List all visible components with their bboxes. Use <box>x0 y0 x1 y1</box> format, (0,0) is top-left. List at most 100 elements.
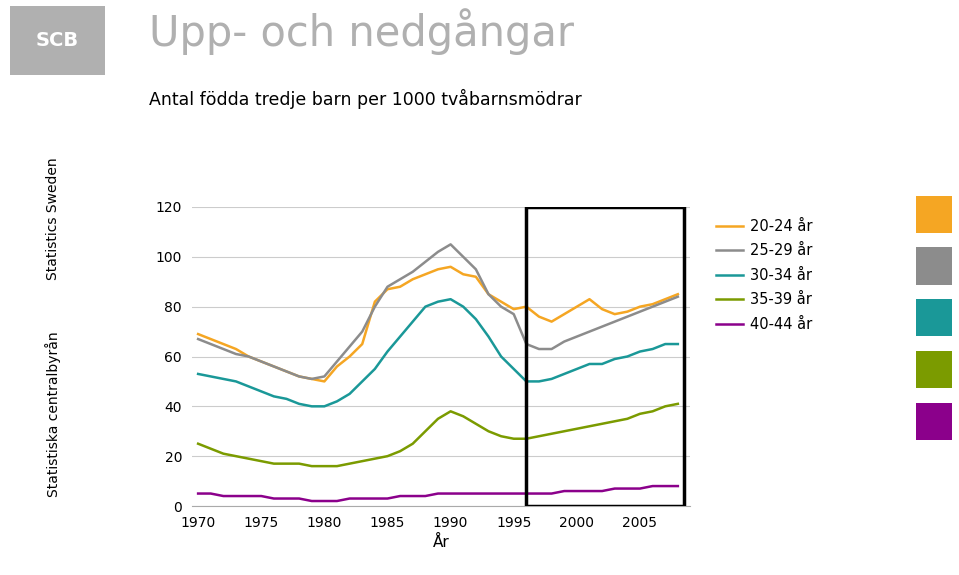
25-29 år <box>660 298 671 305</box>
40-44 år <box>647 482 659 489</box>
40-44 år <box>558 488 570 494</box>
35-39 år <box>634 411 645 417</box>
35-39 år <box>420 428 432 435</box>
30-34 år <box>521 378 532 385</box>
35-39 år <box>407 440 418 447</box>
35-39 år <box>546 430 557 437</box>
35-39 år <box>609 418 620 425</box>
40-44 år <box>255 493 267 500</box>
20-24 år <box>407 276 418 283</box>
25-29 år <box>558 338 570 345</box>
30-34 år <box>609 355 620 362</box>
20-24 år <box>193 331 204 338</box>
30-34 år <box>558 370 570 377</box>
20-24 år <box>609 310 620 317</box>
20-24 år <box>218 340 229 347</box>
25-29 år <box>331 358 342 365</box>
35-39 år <box>647 408 659 415</box>
25-29 år <box>634 308 645 315</box>
35-39 år <box>318 463 330 470</box>
25-29 år <box>457 254 469 260</box>
25-29 år <box>572 333 583 340</box>
40-44 år <box>572 488 583 494</box>
40-44 år <box>420 493 432 500</box>
25-29 år <box>584 328 596 335</box>
40-44 år <box>521 490 532 497</box>
20-24 år <box>255 358 267 365</box>
35-39 år <box>293 460 305 467</box>
30-34 år <box>470 316 481 323</box>
20-24 år <box>205 336 217 343</box>
30-34 år <box>482 333 494 340</box>
Line: 30-34 år: 30-34 år <box>199 299 678 407</box>
25-29 år <box>306 375 317 382</box>
35-39 år <box>382 453 393 459</box>
20-24 år <box>457 271 469 278</box>
25-29 år <box>445 241 456 248</box>
20-24 år <box>420 271 432 278</box>
40-44 år <box>369 495 381 502</box>
20-24 år <box>269 363 280 370</box>
40-44 år <box>596 488 608 494</box>
35-39 år <box>521 435 532 442</box>
35-39 år <box>660 403 671 410</box>
40-44 år <box>609 485 620 492</box>
35-39 år <box>496 433 507 440</box>
25-29 år <box>533 346 545 352</box>
35-39 år <box>205 445 217 452</box>
40-44 år <box>230 493 242 500</box>
40-44 år <box>281 495 292 502</box>
Bar <box>526 207 684 506</box>
30-34 år <box>306 403 317 410</box>
40-44 år <box>318 497 330 504</box>
20-24 år <box>496 298 507 305</box>
20-24 år <box>243 353 254 360</box>
30-34 år <box>445 296 456 302</box>
25-29 år <box>318 373 330 380</box>
20-24 år <box>521 303 532 310</box>
35-39 år <box>218 450 229 457</box>
30-34 år <box>344 390 356 397</box>
30-34 år <box>596 361 608 367</box>
30-34 år <box>193 370 204 377</box>
35-39 år <box>482 428 494 435</box>
35-39 år <box>369 455 381 462</box>
30-34 år <box>281 396 292 402</box>
35-39 år <box>445 408 456 415</box>
20-24 år <box>357 340 368 347</box>
Legend: 20-24 år, 25-29 år, 30-34 år, 35-39 år, 40-44 år: 20-24 år, 25-29 år, 30-34 år, 35-39 år, … <box>711 213 818 338</box>
30-34 år <box>357 378 368 385</box>
20-24 år <box>572 303 583 310</box>
35-39 år <box>269 460 280 467</box>
25-29 år <box>230 351 242 358</box>
30-34 år <box>407 318 418 325</box>
25-29 år <box>269 363 280 370</box>
40-44 år <box>433 490 444 497</box>
25-29 år <box>470 266 481 273</box>
30-34 år <box>457 303 469 310</box>
35-39 år <box>433 415 444 422</box>
25-29 år <box>546 346 557 352</box>
35-39 år <box>357 458 368 465</box>
40-44 år <box>218 493 229 500</box>
25-29 år <box>482 291 494 298</box>
30-34 år <box>293 400 305 407</box>
Text: SCB: SCB <box>36 30 79 50</box>
Line: 35-39 år: 35-39 år <box>199 404 678 466</box>
20-24 år <box>584 296 596 302</box>
40-44 år <box>508 490 520 497</box>
40-44 år <box>496 490 507 497</box>
20-24 år <box>293 373 305 380</box>
35-39 år <box>243 455 254 462</box>
20-24 år <box>634 303 645 310</box>
40-44 år <box>269 495 280 502</box>
40-44 år <box>382 495 393 502</box>
20-24 år <box>318 378 330 385</box>
30-34 år <box>382 348 393 355</box>
30-34 år <box>331 398 342 405</box>
25-29 år <box>672 293 684 300</box>
25-29 år <box>647 303 659 310</box>
25-29 år <box>281 368 292 375</box>
Text: Statistics Sweden: Statistics Sweden <box>46 157 59 280</box>
30-34 år <box>584 361 596 367</box>
